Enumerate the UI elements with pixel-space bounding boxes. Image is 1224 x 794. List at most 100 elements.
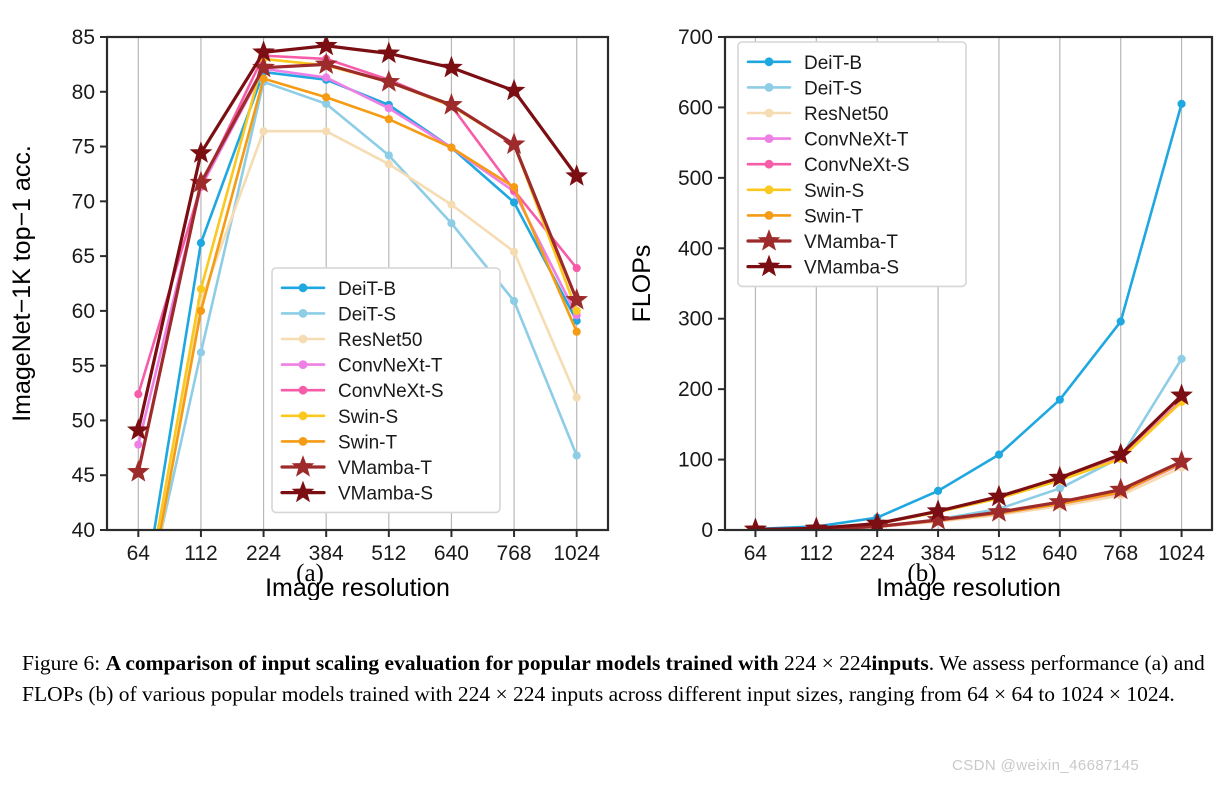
series-marker-dot (384, 104, 393, 113)
y-tick-label: 65 (72, 245, 95, 268)
series-marker-dot (384, 159, 393, 169)
caption-math-2: 224 × 224 (457, 682, 546, 706)
axes-frame (723, 35, 1214, 532)
series-line (137, 67, 578, 446)
y-tick-label: 45 (72, 464, 95, 487)
legend-marker-dot (764, 108, 774, 118)
caption-rest-1: . We assess performance (a) and FLOPs (b… (22, 651, 1205, 706)
legend-marker-dot (298, 334, 308, 344)
panel-a-caption: (a) (296, 560, 324, 587)
series-marker-dot (1177, 354, 1186, 363)
series-marker-dot (447, 219, 456, 228)
series-marker-star (377, 41, 401, 64)
series-marker-dot (1055, 395, 1064, 404)
y-tick-label: 500 (678, 167, 713, 190)
series-marker-star (926, 499, 950, 521)
legend: DeiT-B DeiT-S ResNet50 ConvNeXt-T ConvNeXt-S… (737, 41, 967, 288)
series-line (753, 393, 1184, 530)
y-tick-label: 70 (72, 190, 95, 213)
x-tick-label: 768 (1103, 542, 1138, 565)
y-tick-label: 75 (72, 136, 95, 159)
legend-label: VMamba-S (804, 258, 899, 279)
y-tick-label: 40 (72, 519, 95, 542)
series-marker-star (440, 55, 463, 78)
legend-marker-dot (764, 83, 774, 92)
legend-label: DeiT-S (804, 78, 862, 99)
series-line (754, 399, 1183, 530)
legend-label: DeiT-B (804, 53, 862, 74)
series-marker-star (926, 507, 950, 530)
legend-marker-star (757, 254, 781, 277)
x-tick-label: 768 (497, 542, 532, 565)
caption-prefix: Figure 6: (22, 651, 106, 675)
accuracy-chart: 40 45 50 55 60 65 70 75 80 85 64 112 224 384 512 640 768… (8, 26, 610, 600)
legend-label: DeiT-B (338, 279, 396, 300)
series-marker-star (1170, 449, 1193, 472)
series-marker-dot (572, 451, 581, 460)
legend-marker-dot (764, 57, 774, 67)
series-marker-dot (196, 284, 206, 294)
series-marker-dot (572, 306, 581, 315)
series-line (754, 466, 1183, 530)
legend-marker-dot (764, 211, 774, 220)
series-marker-star (126, 418, 150, 440)
series-line (136, 44, 579, 432)
legend-marker-dot (298, 360, 308, 370)
legend-label: ConvNeXt-T (338, 356, 443, 377)
watermark: CSDN @weixin_46687145 (952, 757, 1140, 774)
series-marker-dot (1177, 99, 1186, 109)
legend-marker-dot (764, 134, 774, 144)
legend: DeiT-B DeiT-S ResNet50 ConvNeXt-T ConvNeXt-S… (271, 267, 501, 514)
series-marker-star (1109, 442, 1133, 465)
series-line (136, 62, 579, 474)
series-marker-dot (134, 440, 143, 449)
series-marker-star (1048, 465, 1072, 488)
caption-bold-1: A comparison of input scaling evaluation… (105, 651, 784, 675)
series-marker-star (126, 460, 150, 482)
caption-math-4: 1024 × 1024 (1060, 682, 1170, 706)
legend-label: ConvNeXt-T (804, 130, 909, 151)
x-tick-label: 64 (744, 542, 768, 565)
legend-label: Swin-T (804, 206, 864, 227)
legend-box (271, 267, 501, 514)
caption-rest-2: inputs across different input sizes, ran… (545, 682, 968, 706)
series-marker-dot (509, 198, 519, 207)
series-line (754, 400, 1183, 530)
series-marker-dot (384, 115, 393, 124)
y-tick-label: 85 (72, 26, 95, 49)
series-marker-star (565, 164, 589, 186)
legend-marker-dot (298, 437, 308, 446)
series-marker-dot (322, 73, 331, 82)
caption-rest-3: to (1032, 682, 1061, 706)
series-marker-dot (447, 143, 456, 152)
legend-label: Swin-S (338, 407, 398, 428)
series-marker-dot (994, 450, 1004, 459)
legend-marker-star (291, 480, 315, 503)
series-marker-dot (384, 151, 393, 160)
y-axis-title: ImageNet−1K top−1 acc. (8, 145, 36, 422)
x-tick-label: 112 (184, 542, 217, 565)
series-marker-star (314, 37, 338, 56)
caption-math-3: 64 × 64 (967, 682, 1033, 706)
series-marker-star (189, 141, 213, 163)
series-marker-dot (134, 390, 143, 399)
series-marker-star (987, 484, 1011, 507)
series-marker-star (565, 287, 589, 310)
series-marker-dot (196, 306, 206, 315)
x-axis-title: Image resolution (265, 574, 450, 600)
caption-rest-4: . (1169, 682, 1175, 706)
y-tick-label: 60 (72, 300, 95, 323)
x-tick-label: 384 (309, 542, 344, 565)
series-marker-dot (572, 393, 581, 402)
legend-marker-dot (764, 185, 774, 195)
series-marker-star (440, 92, 463, 115)
y-tick-label: 80 (72, 81, 95, 104)
series-marker-dot (447, 200, 456, 209)
series-marker-dot (259, 74, 268, 83)
legend-label: DeiT-S (338, 304, 396, 325)
y-tick-label: 55 (72, 355, 95, 378)
series-swin-t (159, 74, 581, 530)
series-marker-dot (509, 182, 519, 192)
x-tick-label: 1024 (1158, 542, 1205, 565)
caption-math-1: 224 × 224 (783, 651, 872, 675)
